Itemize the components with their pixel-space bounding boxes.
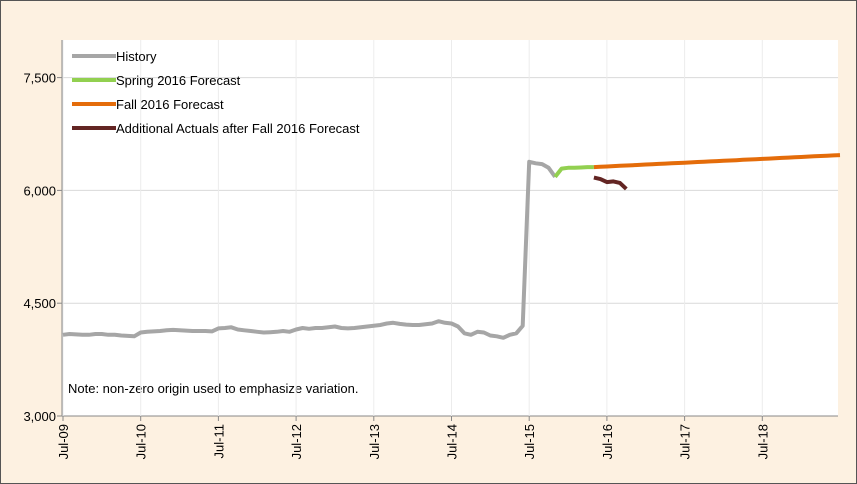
x-tick-label: Jul-14 [445,424,460,459]
x-tick-label: Jul-17 [678,424,693,459]
legend-label: Additional Actuals after Fall 2016 Forec… [116,121,360,136]
y-tick-label: 4,500 [23,296,56,311]
plot-area [62,40,838,416]
series-line [593,153,841,170]
x-tick-label: Jul-15 [522,424,537,459]
x-tick-label: Jul-10 [134,424,149,459]
x-tick-label: Jul-13 [367,424,382,459]
x-tick-label: Jul-16 [600,424,615,459]
series-line [62,159,557,340]
series-line [553,165,594,179]
legend-label: Fall 2016 Forecast [116,97,224,112]
y-tick-label: 7,500 [23,71,56,86]
x-tick-label: Jul-09 [56,424,71,459]
legend-label: Spring 2016 Forecast [116,73,241,88]
y-tick-label: 6,000 [23,183,56,198]
x-tick-label: Jul-12 [289,424,304,459]
x-tick-label: Jul-11 [211,424,226,458]
x-tick-label: Jul-18 [755,424,770,459]
series-line [593,175,628,191]
legend-label: History [116,49,157,64]
annotation: Note: non-zero origin used to emphasize … [68,381,359,396]
y-tick-label: 3,000 [23,409,56,424]
